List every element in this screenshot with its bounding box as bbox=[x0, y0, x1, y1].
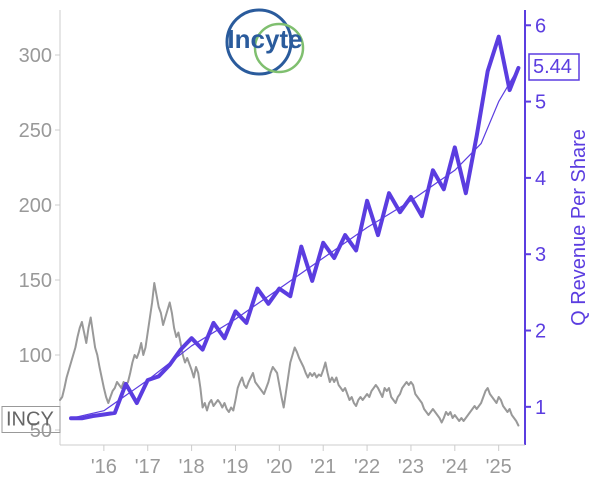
right-tick-label: 4 bbox=[535, 168, 546, 190]
left-tick-label: 250 bbox=[19, 120, 52, 142]
x-tick-label: '25 bbox=[486, 456, 512, 478]
right-tick-label: 5 bbox=[535, 92, 546, 114]
chart-svg: 50100150200250300123456'16'17'18'19'20'2… bbox=[0, 0, 600, 500]
left-tick-label: 100 bbox=[19, 345, 52, 367]
x-tick-label: '23 bbox=[398, 456, 424, 478]
x-tick-label: '19 bbox=[222, 456, 248, 478]
value-text: 5.44 bbox=[533, 56, 572, 78]
right-tick-label: 3 bbox=[535, 244, 546, 266]
right-tick-label: 2 bbox=[535, 321, 546, 343]
price-line bbox=[60, 283, 518, 426]
logo-text: Incyte bbox=[227, 24, 302, 54]
chart-container: 50100150200250300123456'16'17'18'19'20'2… bbox=[0, 0, 600, 500]
x-tick-label: '24 bbox=[442, 456, 468, 478]
right-axis-label: Q Revenue Per Share bbox=[568, 129, 590, 326]
left-tick-label: 200 bbox=[19, 195, 52, 217]
x-tick-label: '20 bbox=[266, 456, 292, 478]
logo: Incyte bbox=[227, 10, 303, 74]
x-tick-label: '18 bbox=[179, 456, 205, 478]
trend-line bbox=[71, 68, 518, 418]
x-tick-label: '17 bbox=[135, 456, 161, 478]
x-tick-label: '22 bbox=[354, 456, 380, 478]
left-tick-label: 150 bbox=[19, 270, 52, 292]
right-tick-label: 1 bbox=[535, 397, 546, 419]
left-tick-label: 300 bbox=[19, 45, 52, 67]
ticker-text: INCY bbox=[6, 409, 54, 431]
right-tick-label: 6 bbox=[535, 15, 546, 37]
x-tick-label: '16 bbox=[91, 456, 117, 478]
revenue-line bbox=[71, 37, 518, 419]
x-tick-label: '21 bbox=[310, 456, 336, 478]
